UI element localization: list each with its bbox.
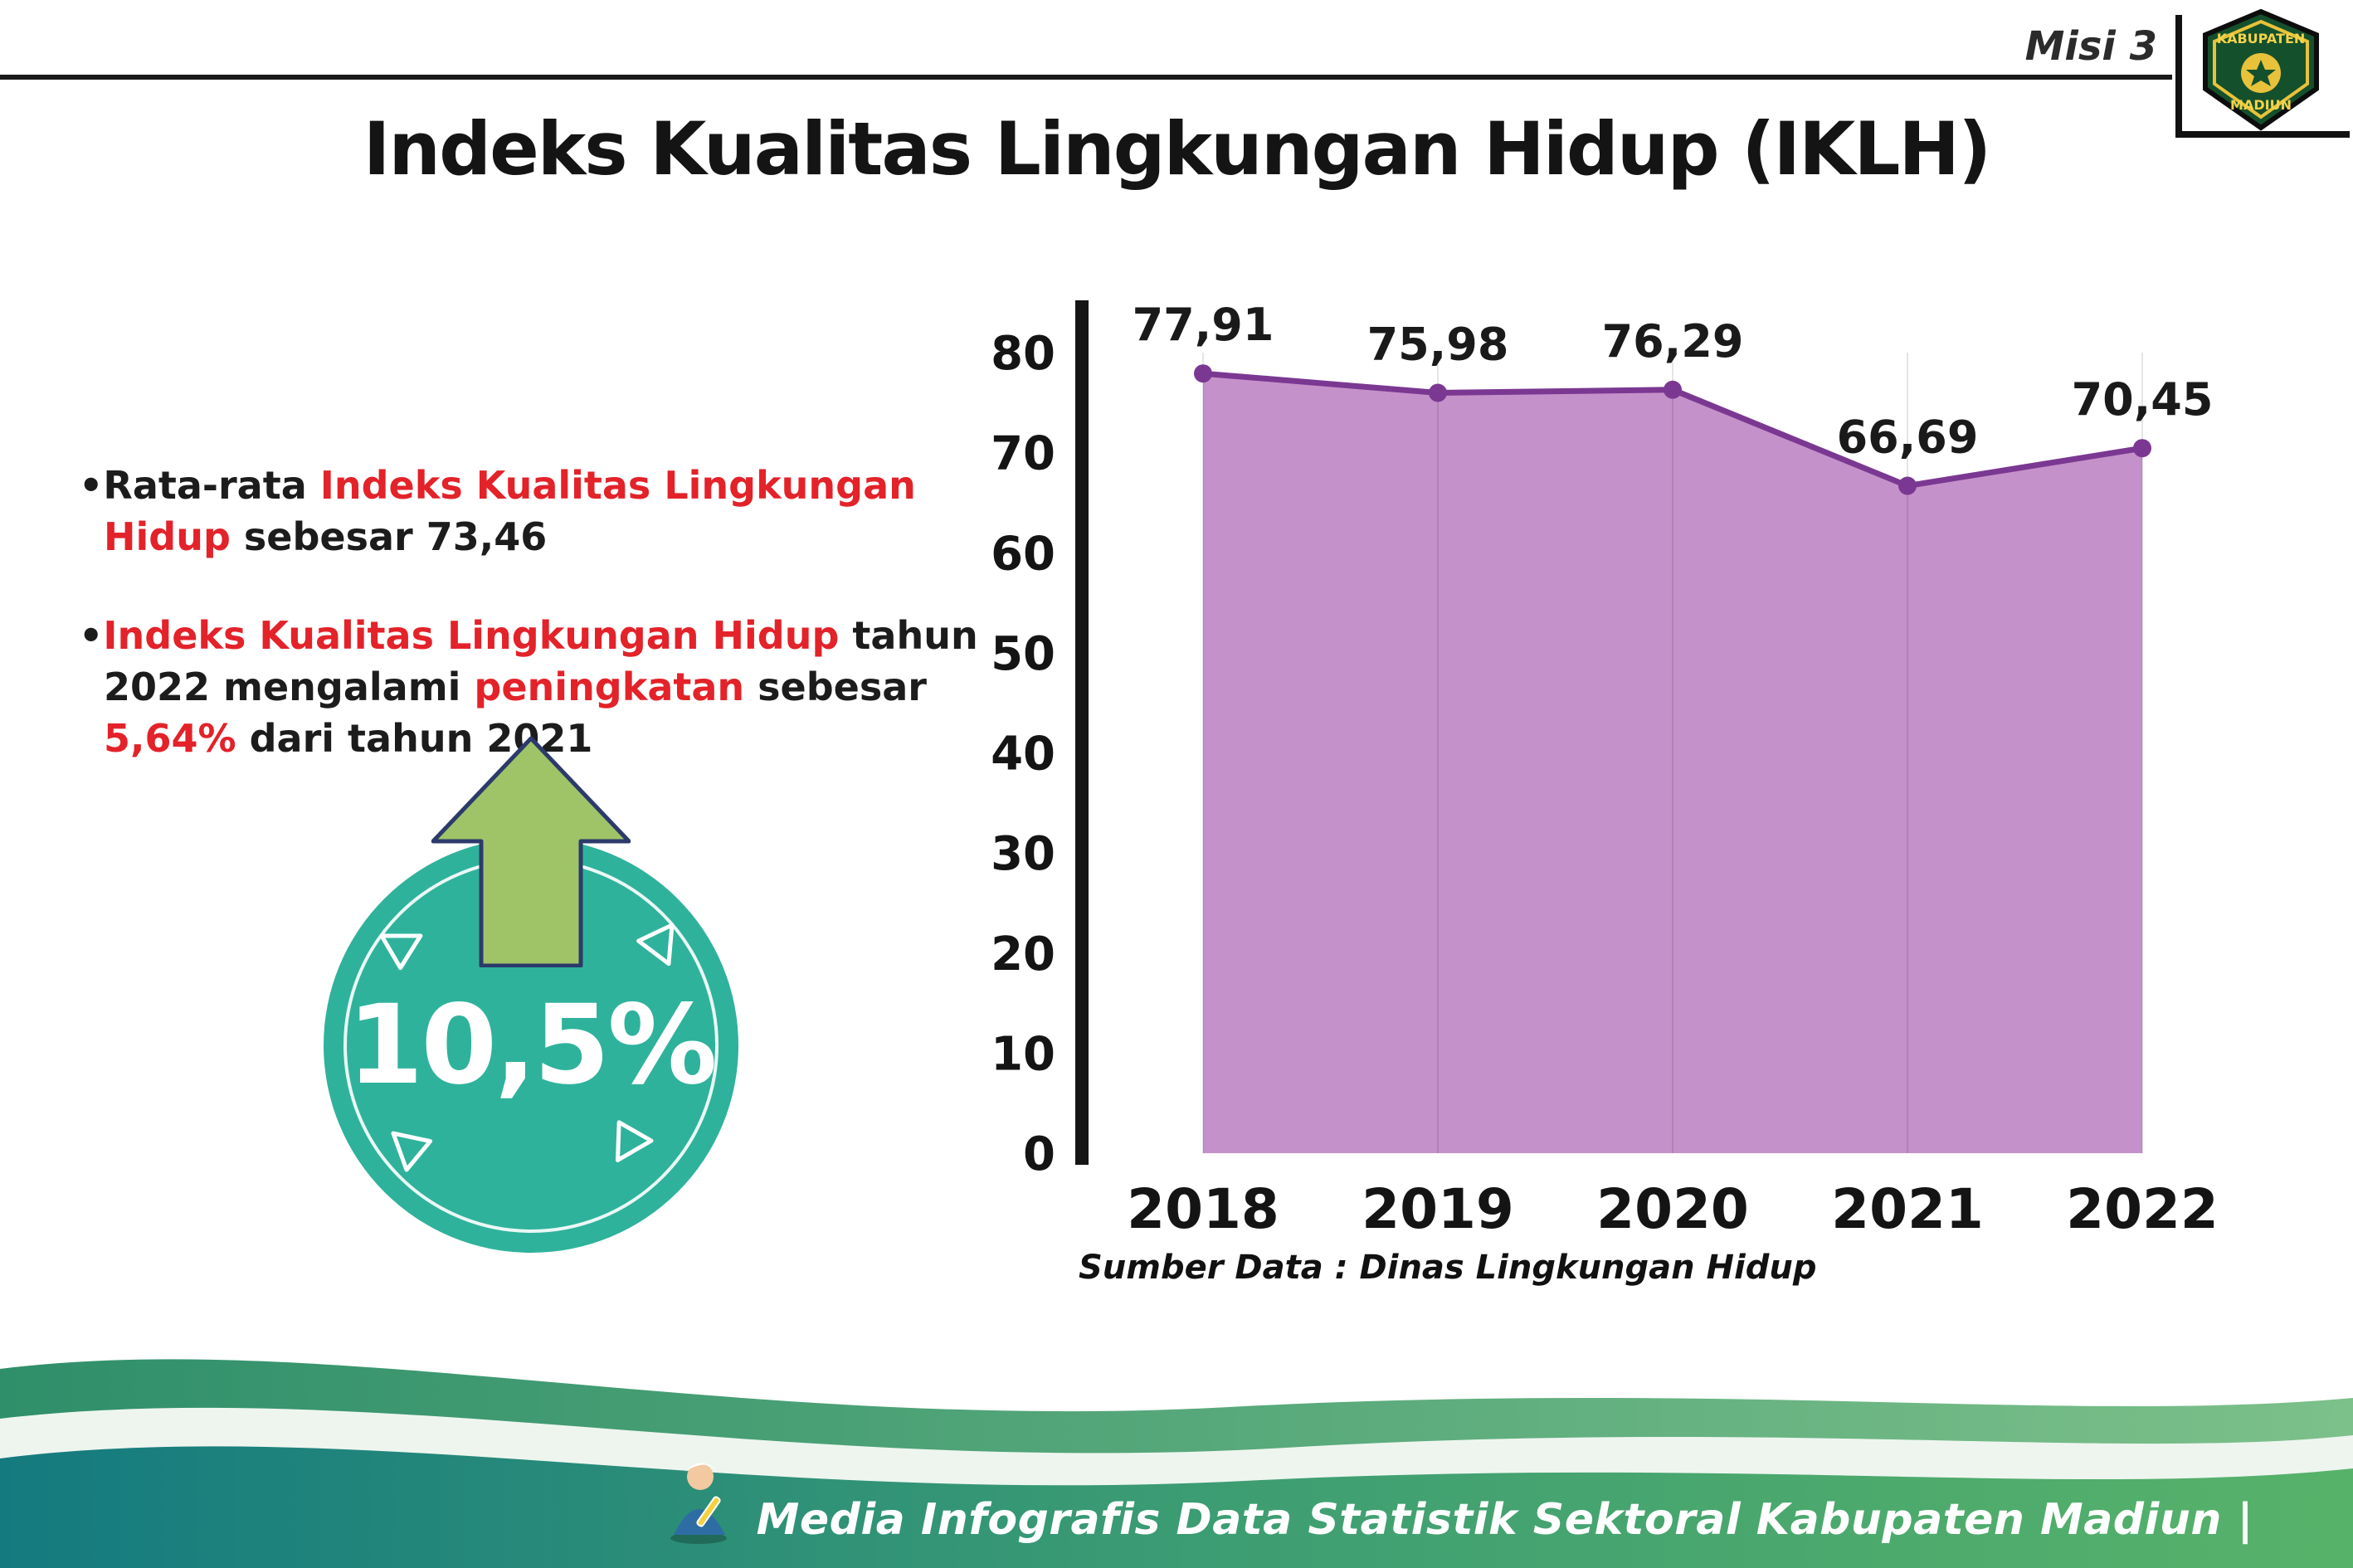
- chart-source: Sumber Data : Dinas Lingkungan Hidup: [1079, 1249, 1817, 1287]
- triangle-ornament: [379, 933, 423, 971]
- triangle-ornament: [615, 1120, 654, 1162]
- up-arrow-icon: [431, 737, 631, 967]
- text-segment: Indeks Kualitas Lingkungan Hidup: [103, 613, 840, 659]
- text-segment: peningkatan: [474, 664, 745, 709]
- note-increase-2022: •Indeks Kualitas Lingkungan Hidup tahun …: [79, 611, 991, 764]
- text-segment: Rata-rata: [103, 463, 320, 508]
- data-point: [1429, 383, 1447, 402]
- y-tick-label: 30: [991, 827, 1055, 881]
- text-segment: sebesar: [744, 664, 927, 709]
- logo-bracket: [2175, 131, 2350, 138]
- x-axis-label: 2020: [1596, 1177, 1749, 1241]
- point-label: 70,45: [2072, 373, 2214, 426]
- notes-block: •Rata-rata Indeks Kualitas Lingkungan Hi…: [79, 460, 991, 764]
- data-point: [1664, 380, 1682, 399]
- page-title: Indeks Kualitas Lingkungan Hidup (IKLH): [363, 106, 1992, 192]
- point-label: 66,69: [1837, 411, 1979, 464]
- triangle-ornament: [636, 923, 675, 967]
- logo-text-top: KABUPATEN: [2217, 31, 2306, 46]
- x-axis-label: 2019: [1362, 1177, 1514, 1241]
- data-point: [2133, 439, 2151, 458]
- y-tick-label: 10: [991, 1027, 1055, 1081]
- y-tick-label: 50: [991, 627, 1055, 681]
- footer-waves: [0, 1359, 2353, 1568]
- note-average-iklh: •Rata-rata Indeks Kualitas Lingkungan Hi…: [79, 460, 991, 562]
- text-segment: Indeks Kualitas Lingkungan Hidup: [104, 463, 916, 559]
- triangle-ornaments: [379, 923, 675, 1172]
- logo-text-bottom: MADIUN: [2230, 97, 2292, 113]
- point-label: 77,91: [1133, 299, 1274, 351]
- data-point: [1194, 364, 1212, 383]
- x-axis-label: 2022: [2066, 1177, 2219, 1241]
- data-point: [1898, 476, 1917, 495]
- y-tick-label: 80: [991, 327, 1055, 381]
- logo-bracket: [2175, 15, 2182, 131]
- wave-front: [0, 1446, 2353, 1568]
- y-tick-label: 40: [991, 728, 1055, 782]
- text-segment: •: [79, 613, 104, 659]
- footer-text: Media Infografis Data Statistik Sektoral…: [756, 1495, 2253, 1545]
- text-segment: sebesar 73,46: [230, 514, 548, 559]
- x-axis-label: 2021: [1831, 1177, 1984, 1241]
- header-rule: [0, 75, 2172, 80]
- crest-icon: KABUPATEN MADIUN: [2203, 8, 2319, 131]
- text-segment: tahun 2022 mengalami: [104, 613, 978, 709]
- x-axis-label: 2018: [1127, 1177, 1279, 1241]
- y-axis: [1075, 300, 1089, 1165]
- footer-credit: Media Infografis Data Statistik Sektoral…: [659, 1452, 2253, 1545]
- kabupaten-madiun-logo: KABUPATEN MADIUN: [2175, 8, 2350, 141]
- text-segment: 5,64%: [104, 715, 236, 761]
- misi-label: Misi 3: [2024, 23, 2157, 70]
- point-label: 75,98: [1367, 318, 1509, 370]
- y-tick-label: 20: [991, 928, 1055, 981]
- area-fill: [1203, 373, 2142, 1153]
- y-tick-label: 60: [991, 527, 1055, 581]
- increase-badge: 10,5%: [315, 730, 747, 1269]
- point-label: 76,29: [1602, 315, 1744, 368]
- mascot-icon: [670, 1463, 727, 1544]
- y-tick-label: 0: [1023, 1127, 1055, 1181]
- iklh-area-chart: 77,91 75,98 76,29 66,69 70,45 0 10 20 30 40 50 60 70…: [991, 299, 2219, 1241]
- y-tick-label: 70: [991, 427, 1055, 481]
- triangle-ornament: [391, 1131, 433, 1172]
- percentage-circle: 10,5%: [324, 838, 738, 1253]
- text-segment: •: [79, 463, 104, 508]
- percentage-value: 10,5%: [347, 981, 718, 1109]
